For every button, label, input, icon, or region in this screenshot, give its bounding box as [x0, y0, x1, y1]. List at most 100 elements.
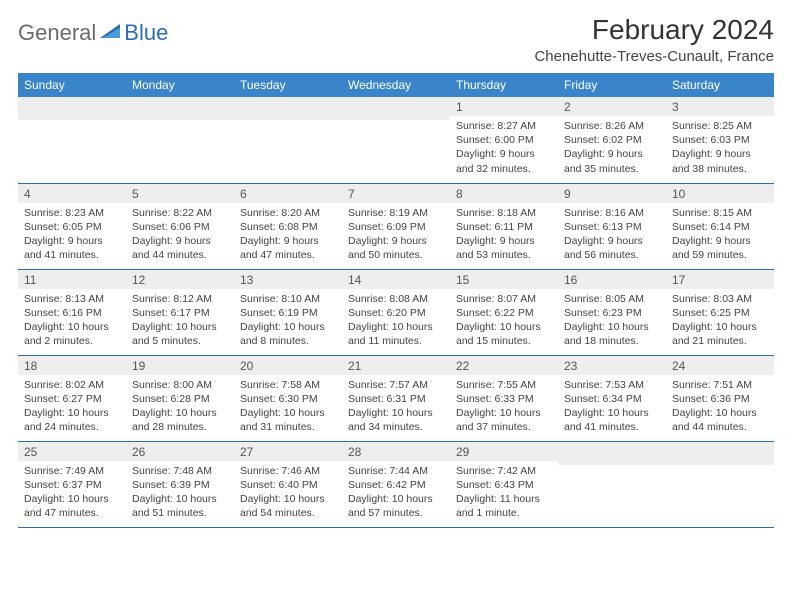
day-header-cell: Saturday: [666, 73, 774, 97]
day-details: Sunrise: 7:57 AMSunset: 6:31 PMDaylight:…: [342, 375, 450, 438]
day-details: Sunrise: 8:25 AMSunset: 6:03 PMDaylight:…: [666, 116, 774, 179]
day-details: Sunrise: 8:18 AMSunset: 6:11 PMDaylight:…: [450, 203, 558, 266]
day-details: Sunrise: 8:22 AMSunset: 6:06 PMDaylight:…: [126, 203, 234, 266]
day-cell: 29Sunrise: 7:42 AMSunset: 6:43 PMDayligh…: [450, 441, 558, 527]
day-cell: 7Sunrise: 8:19 AMSunset: 6:09 PMDaylight…: [342, 183, 450, 269]
day-header-cell: Thursday: [450, 73, 558, 97]
day-details: Sunrise: 8:10 AMSunset: 6:19 PMDaylight:…: [234, 289, 342, 352]
day-header-cell: Friday: [558, 73, 666, 97]
day-cell: 21Sunrise: 7:57 AMSunset: 6:31 PMDayligh…: [342, 355, 450, 441]
day-number: 12: [126, 270, 234, 289]
day-cell: [18, 97, 126, 183]
day-cell: 22Sunrise: 7:55 AMSunset: 6:33 PMDayligh…: [450, 355, 558, 441]
day-cell: 17Sunrise: 8:03 AMSunset: 6:25 PMDayligh…: [666, 269, 774, 355]
day-number: 24: [666, 356, 774, 375]
day-number: 21: [342, 356, 450, 375]
day-number: 14: [342, 270, 450, 289]
day-number: 3: [666, 97, 774, 116]
day-header-cell: Sunday: [18, 73, 126, 97]
empty-day: [558, 442, 666, 465]
day-number: 20: [234, 356, 342, 375]
week-row: 18Sunrise: 8:02 AMSunset: 6:27 PMDayligh…: [18, 355, 774, 441]
day-cell: 11Sunrise: 8:13 AMSunset: 6:16 PMDayligh…: [18, 269, 126, 355]
day-cell: 13Sunrise: 8:10 AMSunset: 6:19 PMDayligh…: [234, 269, 342, 355]
day-cell: 15Sunrise: 8:07 AMSunset: 6:22 PMDayligh…: [450, 269, 558, 355]
day-details: Sunrise: 8:08 AMSunset: 6:20 PMDaylight:…: [342, 289, 450, 352]
day-number: 8: [450, 184, 558, 203]
day-number: 28: [342, 442, 450, 461]
day-cell: 20Sunrise: 7:58 AMSunset: 6:30 PMDayligh…: [234, 355, 342, 441]
day-cell: 24Sunrise: 7:51 AMSunset: 6:36 PMDayligh…: [666, 355, 774, 441]
day-cell: 9Sunrise: 8:16 AMSunset: 6:13 PMDaylight…: [558, 183, 666, 269]
day-details: Sunrise: 7:55 AMSunset: 6:33 PMDaylight:…: [450, 375, 558, 438]
brand-part1: General: [18, 20, 96, 46]
day-details: Sunrise: 8:02 AMSunset: 6:27 PMDaylight:…: [18, 375, 126, 438]
day-number: 22: [450, 356, 558, 375]
day-cell: 3Sunrise: 8:25 AMSunset: 6:03 PMDaylight…: [666, 97, 774, 183]
day-number: 1: [450, 97, 558, 116]
day-number: 23: [558, 356, 666, 375]
day-number: 29: [450, 442, 558, 461]
day-number: 16: [558, 270, 666, 289]
empty-day: [126, 97, 234, 120]
day-cell: [666, 441, 774, 527]
day-number: 11: [18, 270, 126, 289]
day-number: 5: [126, 184, 234, 203]
location-label: Chenehutte-Treves-Cunault, France: [534, 48, 774, 65]
empty-day: [342, 97, 450, 120]
day-header-cell: Monday: [126, 73, 234, 97]
day-cell: 10Sunrise: 8:15 AMSunset: 6:14 PMDayligh…: [666, 183, 774, 269]
day-cell: 25Sunrise: 7:49 AMSunset: 6:37 PMDayligh…: [18, 441, 126, 527]
day-details: Sunrise: 7:42 AMSunset: 6:43 PMDaylight:…: [450, 461, 558, 524]
day-details: Sunrise: 7:49 AMSunset: 6:37 PMDaylight:…: [18, 461, 126, 524]
calendar-page: General Blue February 2024 Chenehutte-Tr…: [0, 0, 792, 542]
day-details: Sunrise: 8:23 AMSunset: 6:05 PMDaylight:…: [18, 203, 126, 266]
day-header-row: Sunday Monday Tuesday Wednesday Thursday…: [18, 73, 774, 97]
day-header-cell: Tuesday: [234, 73, 342, 97]
calendar-body: 1Sunrise: 8:27 AMSunset: 6:00 PMDaylight…: [18, 97, 774, 527]
day-details: Sunrise: 7:44 AMSunset: 6:42 PMDaylight:…: [342, 461, 450, 524]
day-number: 9: [558, 184, 666, 203]
day-cell: 14Sunrise: 8:08 AMSunset: 6:20 PMDayligh…: [342, 269, 450, 355]
day-cell: 27Sunrise: 7:46 AMSunset: 6:40 PMDayligh…: [234, 441, 342, 527]
day-details: Sunrise: 8:07 AMSunset: 6:22 PMDaylight:…: [450, 289, 558, 352]
day-details: Sunrise: 8:13 AMSunset: 6:16 PMDaylight:…: [18, 289, 126, 352]
month-title: February 2024: [534, 14, 774, 46]
day-number: 25: [18, 442, 126, 461]
day-details: Sunrise: 7:46 AMSunset: 6:40 PMDaylight:…: [234, 461, 342, 524]
week-row: 11Sunrise: 8:13 AMSunset: 6:16 PMDayligh…: [18, 269, 774, 355]
day-number: 17: [666, 270, 774, 289]
empty-day: [234, 97, 342, 120]
day-cell: [342, 97, 450, 183]
day-details: Sunrise: 8:00 AMSunset: 6:28 PMDaylight:…: [126, 375, 234, 438]
day-details: Sunrise: 8:20 AMSunset: 6:08 PMDaylight:…: [234, 203, 342, 266]
day-cell: [234, 97, 342, 183]
day-details: Sunrise: 7:58 AMSunset: 6:30 PMDaylight:…: [234, 375, 342, 438]
day-number: 26: [126, 442, 234, 461]
day-details: Sunrise: 8:05 AMSunset: 6:23 PMDaylight:…: [558, 289, 666, 352]
day-cell: 12Sunrise: 8:12 AMSunset: 6:17 PMDayligh…: [126, 269, 234, 355]
day-number: 4: [18, 184, 126, 203]
brand-triangle-icon: [100, 22, 122, 45]
title-block: February 2024 Chenehutte-Treves-Cunault,…: [534, 14, 774, 65]
week-row: 4Sunrise: 8:23 AMSunset: 6:05 PMDaylight…: [18, 183, 774, 269]
week-row: 25Sunrise: 7:49 AMSunset: 6:37 PMDayligh…: [18, 441, 774, 527]
brand-logo: General Blue: [18, 14, 168, 46]
day-cell: 2Sunrise: 8:26 AMSunset: 6:02 PMDaylight…: [558, 97, 666, 183]
day-number: 6: [234, 184, 342, 203]
day-cell: 19Sunrise: 8:00 AMSunset: 6:28 PMDayligh…: [126, 355, 234, 441]
day-details: Sunrise: 8:12 AMSunset: 6:17 PMDaylight:…: [126, 289, 234, 352]
day-details: Sunrise: 8:27 AMSunset: 6:00 PMDaylight:…: [450, 116, 558, 179]
day-cell: [558, 441, 666, 527]
day-details: Sunrise: 8:26 AMSunset: 6:02 PMDaylight:…: [558, 116, 666, 179]
day-number: 15: [450, 270, 558, 289]
day-details: Sunrise: 8:16 AMSunset: 6:13 PMDaylight:…: [558, 203, 666, 266]
empty-day: [18, 97, 126, 120]
day-cell: 4Sunrise: 8:23 AMSunset: 6:05 PMDaylight…: [18, 183, 126, 269]
header: General Blue February 2024 Chenehutte-Tr…: [18, 14, 774, 65]
empty-day: [666, 442, 774, 465]
day-cell: 16Sunrise: 8:05 AMSunset: 6:23 PMDayligh…: [558, 269, 666, 355]
day-cell: 5Sunrise: 8:22 AMSunset: 6:06 PMDaylight…: [126, 183, 234, 269]
day-header-cell: Wednesday: [342, 73, 450, 97]
day-number: 7: [342, 184, 450, 203]
